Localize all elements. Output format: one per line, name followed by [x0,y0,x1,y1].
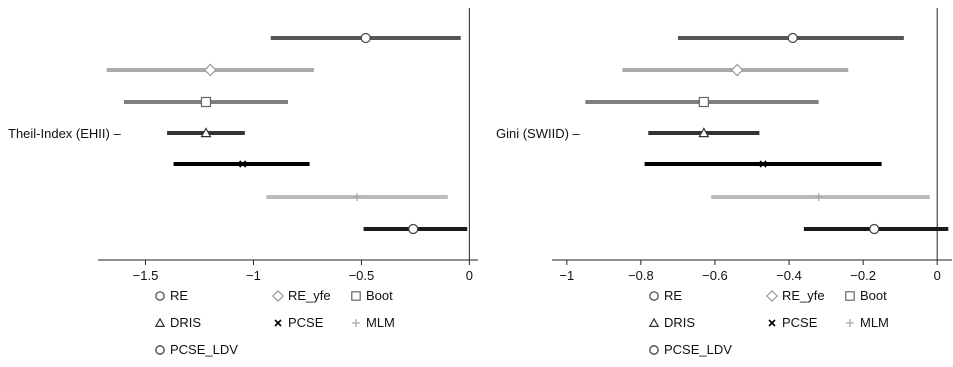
legend-label-mlm: MLM [366,315,395,330]
legend-marker-re [155,291,165,301]
legend-label-boot: Boot [860,288,887,303]
point-estimate-dris [200,127,212,138]
y-axis-label: Theil-Index (EHII) – [8,126,121,141]
point-estimate-mlm [814,193,823,201]
point-estimate-pcse-ldv [869,223,880,235]
point-estimate-pcse [759,160,767,168]
legend-label-re-yfe: RE_yfe [288,288,331,303]
legend: RE RE_yfe Boot DRIS PCSE MLM PCSE_LDV [154,288,395,357]
panel-1: −1.5 −1 −0.5 0 Theil-Index (EHII) – RE RE_yfe B… [8,8,478,357]
point-estimate-re [360,32,371,44]
x-tick-label: −1 [559,268,574,283]
x-tick-label: −0.4 [776,268,802,283]
legend-label-pcse-ldv: PCSE_LDV [664,342,732,357]
legend-marker-pcse [768,319,776,327]
point-estimate-dris [698,127,710,138]
legend-label-pcse: PCSE [288,315,324,330]
point-estimate-pcse-ldv [408,223,419,235]
legend-label-re: RE [664,288,682,303]
legend-label-re-yfe: RE_yfe [782,288,825,303]
x-tick-label: 0 [934,268,941,283]
y-axis-label: Gini (SWIID) – [496,126,581,141]
legend-marker-re [649,291,659,301]
legend-label-dris: DRIS [170,315,201,330]
legend-label-boot: Boot [366,288,393,303]
x-tick-label: −0.2 [850,268,876,283]
legend-label-mlm: MLM [860,315,889,330]
point-estimate-re-yfe [730,63,744,77]
x-tick-label: −1.5 [133,268,159,283]
x-tick-label: −0.6 [702,268,728,283]
legend-marker-boot [351,291,361,301]
panel-2: −1 −0.8 −0.6 −0.4 −0.2 0 Gini (SWIID) – RE RE_yf… [496,8,952,357]
legend-label-pcse: PCSE [782,315,818,330]
legend-label-dris: DRIS [664,315,695,330]
legend-label-re: RE [170,288,188,303]
legend-marker-mlm [846,319,854,327]
legend-marker-boot [845,291,855,301]
legend-marker-dris [154,317,166,327]
legend-marker-pcse-ldv [649,345,659,355]
x-tick-label: 0 [466,268,473,283]
legend-label-pcse-ldv: PCSE_LDV [170,342,238,357]
legend-marker-mlm [352,319,360,327]
legend: RE RE_yfe Boot DRIS PCSE MLM PCSE_LDV [648,288,889,357]
x-tick-label: −1 [246,268,261,283]
point-estimate-pcse [239,160,247,168]
legend-marker-pcse-ldv [155,345,165,355]
legend-marker-pcse [274,319,282,327]
legend-marker-dris [648,317,660,327]
point-estimate-boot [200,96,212,108]
legend-marker-re-yfe [271,289,285,303]
x-tick-label: −0.8 [628,268,654,283]
point-estimate-re [787,32,798,44]
x-tick-label: −0.5 [349,268,375,283]
legend-marker-re-yfe [765,289,779,303]
point-estimate-boot [698,96,709,108]
point-estimate-re-yfe [203,63,217,77]
point-estimate-mlm [353,193,362,201]
